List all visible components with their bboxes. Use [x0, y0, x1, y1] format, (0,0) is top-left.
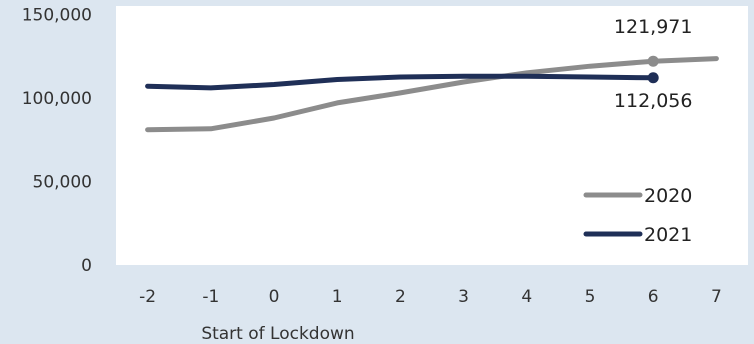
data-label-2021: 112,056 — [614, 90, 693, 112]
series-line-2020 — [145, 56, 719, 133]
y-axis: 0 50,000 100,000 150,000 — [22, 5, 92, 276]
series-lines — [145, 56, 719, 133]
x-tick-label: 4 — [521, 287, 532, 307]
series-line-2021 — [145, 73, 656, 91]
highlight-point-2021 — [647, 72, 659, 84]
x-tick-label: 6 — [648, 287, 659, 307]
x-tick-label: 3 — [458, 287, 469, 307]
highlight-points: 121,971 112,056 — [614, 16, 693, 112]
y-tick-label: 100,000 — [22, 89, 92, 109]
x-tick-label: 0 — [269, 287, 280, 307]
x-tick-label: -1 — [202, 287, 219, 307]
x-tick-label: 2 — [395, 287, 406, 307]
legend-label-2020: 2020 — [644, 185, 692, 207]
y-tick-label: 50,000 — [33, 172, 92, 192]
x-tick-label: -2 — [139, 287, 156, 307]
y-tick-label: 150,000 — [22, 5, 92, 25]
y-tick-label: 0 — [81, 256, 92, 276]
data-label-2020: 121,971 — [614, 16, 693, 38]
legend: 2020 2021 — [583, 185, 692, 246]
legend-label-2021: 2021 — [644, 224, 692, 246]
plot-area — [116, 6, 748, 265]
x-tick-label: 1 — [332, 287, 343, 307]
x-axis-label: Start of Lockdown — [201, 324, 354, 344]
x-axis: -2 -1 0 1 2 3 4 5 6 7 — [139, 287, 722, 307]
highlight-point-2020 — [647, 55, 659, 67]
x-tick-label: 5 — [585, 287, 596, 307]
x-tick-label: 7 — [711, 287, 722, 307]
